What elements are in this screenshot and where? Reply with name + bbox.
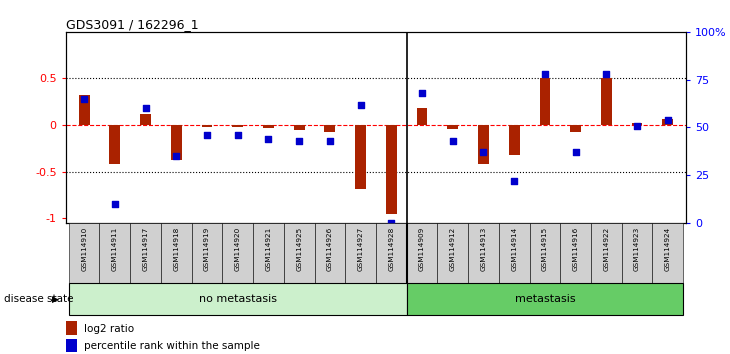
Bar [468, 223, 499, 283]
Text: ▶: ▶ [52, 295, 58, 304]
Text: GSM114915: GSM114915 [542, 227, 548, 272]
Text: GSM114909: GSM114909 [419, 227, 425, 272]
Bar [99, 223, 130, 283]
Bar [386, 125, 396, 214]
Bar [631, 123, 642, 125]
Bar [232, 125, 243, 127]
Bar [201, 125, 212, 127]
Bar [315, 223, 345, 283]
Bar [356, 125, 366, 189]
Bar [591, 223, 622, 283]
Point [570, 149, 582, 155]
Text: GSM114927: GSM114927 [358, 227, 364, 272]
Text: GSM114923: GSM114923 [634, 227, 640, 272]
Point [78, 96, 90, 102]
Bar [447, 125, 458, 129]
Bar [601, 79, 612, 125]
Bar [79, 95, 90, 125]
Bar [499, 223, 529, 283]
Bar [539, 79, 550, 125]
Text: GSM114921: GSM114921 [266, 227, 272, 272]
Bar [69, 283, 407, 315]
Bar [653, 223, 683, 283]
Point [109, 201, 120, 207]
Bar [284, 223, 315, 283]
Bar [662, 119, 673, 125]
Point [447, 138, 458, 144]
Text: GSM114924: GSM114924 [665, 227, 671, 272]
Bar [223, 223, 253, 283]
Text: GSM114922: GSM114922 [603, 227, 610, 272]
Point [293, 138, 305, 144]
Text: GSM114919: GSM114919 [204, 227, 210, 272]
Bar [192, 223, 223, 283]
Bar [66, 339, 77, 352]
Bar [66, 321, 77, 335]
Text: GSM114916: GSM114916 [572, 227, 579, 272]
Point [355, 102, 366, 107]
Bar [161, 223, 192, 283]
Text: disease state: disease state [4, 294, 73, 304]
Point [324, 138, 336, 144]
Bar [560, 223, 591, 283]
Bar [263, 125, 274, 128]
Text: GSM114913: GSM114913 [480, 227, 486, 272]
Bar [69, 223, 99, 283]
Bar [293, 125, 304, 130]
Point [170, 153, 182, 159]
Point [631, 123, 643, 129]
Bar [130, 223, 161, 283]
Text: GSM114914: GSM114914 [511, 227, 517, 272]
Bar [407, 283, 683, 315]
Bar [376, 223, 407, 283]
Bar [171, 125, 182, 160]
Text: GSM114918: GSM114918 [173, 227, 180, 272]
Bar [325, 125, 335, 132]
Text: GSM114928: GSM114928 [388, 227, 394, 272]
Text: GSM114920: GSM114920 [235, 227, 241, 272]
Text: GSM114912: GSM114912 [450, 227, 456, 272]
Bar [417, 108, 427, 125]
Text: metastasis: metastasis [515, 294, 575, 304]
Text: GSM114911: GSM114911 [112, 227, 118, 272]
Bar [253, 223, 284, 283]
Point [508, 178, 520, 184]
Text: GSM114925: GSM114925 [296, 227, 302, 272]
Point [201, 132, 213, 138]
Point [232, 132, 244, 138]
Point [539, 71, 550, 77]
Bar [110, 125, 120, 164]
Bar [478, 125, 489, 164]
Text: GSM114910: GSM114910 [81, 227, 87, 272]
Text: log2 ratio: log2 ratio [84, 324, 134, 333]
Bar [529, 223, 560, 283]
Bar [345, 223, 376, 283]
Bar [437, 223, 468, 283]
Point [416, 90, 428, 96]
Text: GSM114917: GSM114917 [142, 227, 149, 272]
Bar [509, 125, 520, 155]
Point [139, 105, 151, 111]
Text: GSM114926: GSM114926 [327, 227, 333, 272]
Point [662, 117, 674, 122]
Bar [570, 125, 581, 132]
Bar [407, 223, 437, 283]
Bar [140, 114, 151, 125]
Point [601, 71, 612, 77]
Text: GDS3091 / 162296_1: GDS3091 / 162296_1 [66, 18, 199, 31]
Text: percentile rank within the sample: percentile rank within the sample [84, 341, 260, 351]
Point [385, 220, 397, 226]
Text: no metastasis: no metastasis [199, 294, 277, 304]
Point [263, 136, 274, 142]
Bar [622, 223, 653, 283]
Point [477, 149, 489, 155]
